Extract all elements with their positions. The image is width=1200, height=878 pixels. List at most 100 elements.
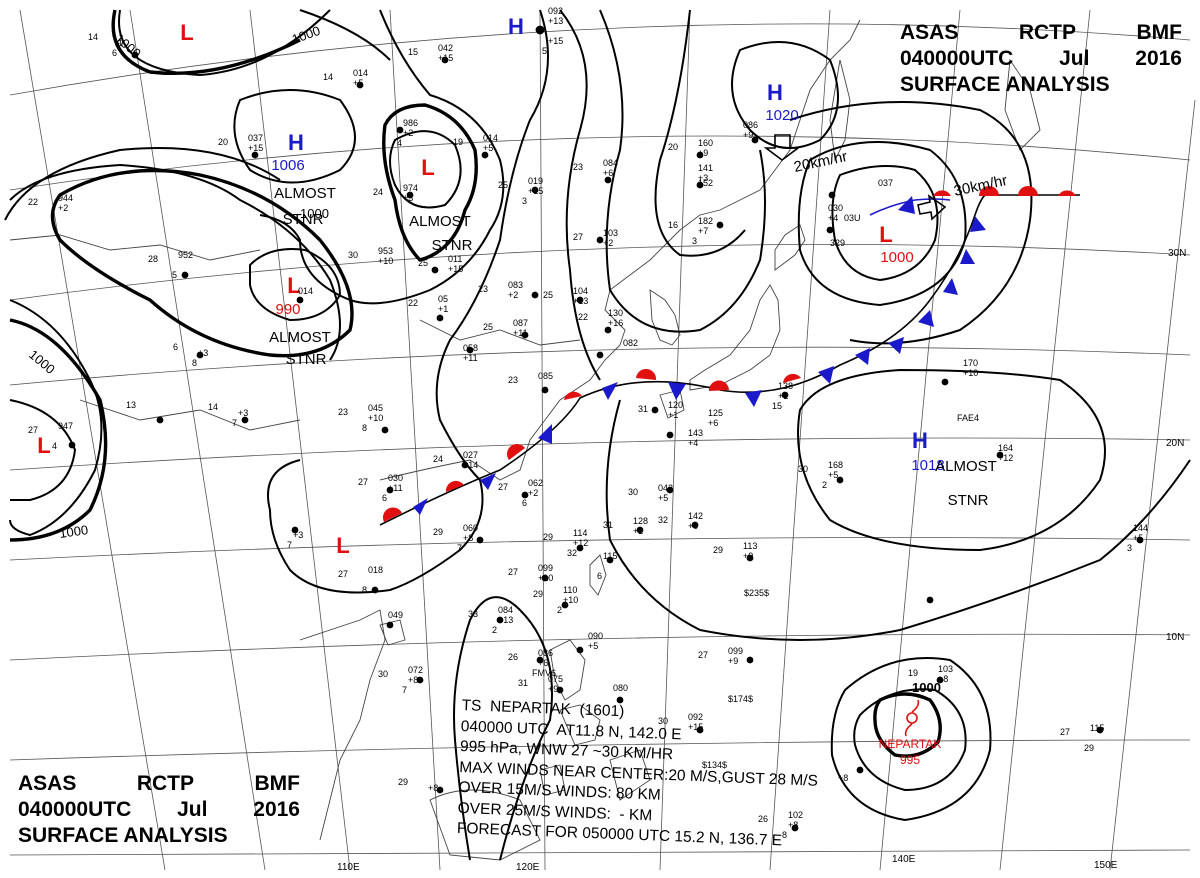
header-line-2: 040000UTC Jul 2016 [900, 46, 1182, 72]
isobar [789, 101, 1033, 345]
station-temp: 25 [498, 180, 508, 190]
station-pressure: 329 [830, 238, 845, 248]
station-tendency: +12 [573, 538, 588, 548]
station-tendency: +10 [538, 573, 553, 583]
station-weather: 3 [522, 196, 527, 206]
header-line-1: ASAS RCTP BMF [900, 20, 1182, 46]
station-tendency: +6 [603, 168, 613, 178]
station-tendency: +13 [498, 615, 513, 625]
station-tendency: +9 [743, 551, 753, 561]
station-tendency: +9 [548, 684, 558, 694]
latitude-label: 30N [1168, 248, 1186, 259]
borneo [429, 789, 541, 861]
station-weather: 4 [52, 441, 57, 451]
station-temp: 20 [668, 142, 678, 152]
motion-arrows [763, 134, 947, 221]
isobar [831, 165, 939, 282]
station-temp: 27 [498, 482, 508, 492]
station-weather: 7 [287, 540, 292, 550]
station-weather: 2 [492, 625, 497, 635]
isobar [4, 147, 281, 221]
almost-stnr-note: STNR [432, 237, 473, 254]
station-pressure: 099 [728, 646, 743, 656]
interior-border [79, 399, 301, 431]
station-weather: 3 [1127, 543, 1132, 553]
station-tendency: +11 [463, 353, 478, 363]
high-pressure-marker: H [288, 130, 304, 155]
japan-hokkaido [774, 224, 806, 271]
station-temp: 24 [433, 454, 443, 464]
station-weather: 3 [692, 236, 697, 246]
station-tendency: +3 [698, 173, 708, 183]
station-tendency: +10 [963, 368, 978, 378]
station-tendency: +7 [698, 226, 708, 236]
station-weather: FAE4 [957, 413, 979, 423]
station-weather: $134$ [702, 760, 727, 770]
station-tendency: +3 [403, 193, 413, 203]
isobar-1000 [111, 9, 301, 76]
motion-arrow-down [763, 134, 801, 161]
station-pressure: 092 [548, 6, 563, 16]
station-temp: 27 [698, 650, 708, 660]
isobar [299, 9, 391, 61]
isobar [830, 657, 992, 822]
station-pressure: 114 [573, 528, 587, 538]
station-tendency: +10 [563, 595, 578, 605]
isobar [853, 688, 967, 792]
almost-stnr-note: ALMOST [935, 458, 997, 475]
station-pressure: 086 [743, 120, 758, 130]
station-tendency: +5 [353, 78, 363, 88]
latitude-label: 20N [1166, 438, 1184, 449]
isobar [233, 89, 356, 184]
station-temp: 32 [658, 515, 668, 525]
storm-pressure-label: 995 [900, 753, 920, 767]
station-weather: 7 [457, 543, 462, 553]
pressure-value: 990 [275, 301, 300, 318]
station-weather: 4 [397, 138, 402, 148]
header-time: 040000UTC [900, 47, 1014, 70]
station-temp: 29 [398, 777, 408, 787]
station-pressure: 103 [938, 664, 953, 674]
station-pressure: 011 [448, 254, 462, 264]
station-weather: $174$ [728, 694, 753, 704]
isobar [453, 596, 553, 861]
station-tendency: +15 [688, 722, 703, 732]
luzon [549, 639, 586, 701]
station-temp: 27 [573, 232, 583, 242]
interior-river [419, 319, 581, 346]
low-pressure-marker: L [421, 155, 434, 180]
station-tendency: +6 [538, 658, 548, 668]
station-temp: 30 [658, 716, 668, 726]
station-pressure: 113 [743, 541, 757, 551]
isobar-1000 [382, 103, 478, 262]
station-tendency: +2 [58, 203, 68, 213]
isobar [249, 248, 342, 322]
station-tendency: +5 [588, 641, 598, 651]
station-pressure: 953 [378, 246, 393, 256]
station-temp: 28 [148, 254, 158, 264]
station-weather: 8 [782, 830, 787, 840]
station-weather: 6 [112, 48, 117, 58]
station-weather: 5 [542, 46, 547, 56]
station-tendency: +15 [438, 53, 453, 63]
station-tendency: +1 [668, 410, 678, 420]
station-weather: 7 [402, 685, 407, 695]
station-temp: 27 [508, 567, 518, 577]
station-pressure: 099 [538, 563, 553, 573]
station-temp: 30 [378, 669, 388, 679]
warm-front-symbols [382, 186, 1076, 522]
high-pressure-marker: H [508, 14, 524, 39]
header-year: 2016 [253, 798, 300, 821]
station-temp: 27 [358, 477, 368, 487]
station-temp: 23 [573, 162, 583, 172]
station-tendency: +8 [788, 820, 798, 830]
station-temp: 25 [418, 258, 428, 268]
station-pressure: 014 [483, 133, 498, 143]
station-temp: 23 [338, 407, 348, 417]
station-tendency: +10 [378, 256, 393, 266]
philippine-islands [539, 704, 651, 801]
pressure-value: 1020 [765, 107, 798, 124]
station-tendency: +5 [1133, 533, 1143, 543]
almost-stnr-note: ALMOST [269, 329, 331, 346]
station-pressure: 030 [388, 473, 403, 483]
